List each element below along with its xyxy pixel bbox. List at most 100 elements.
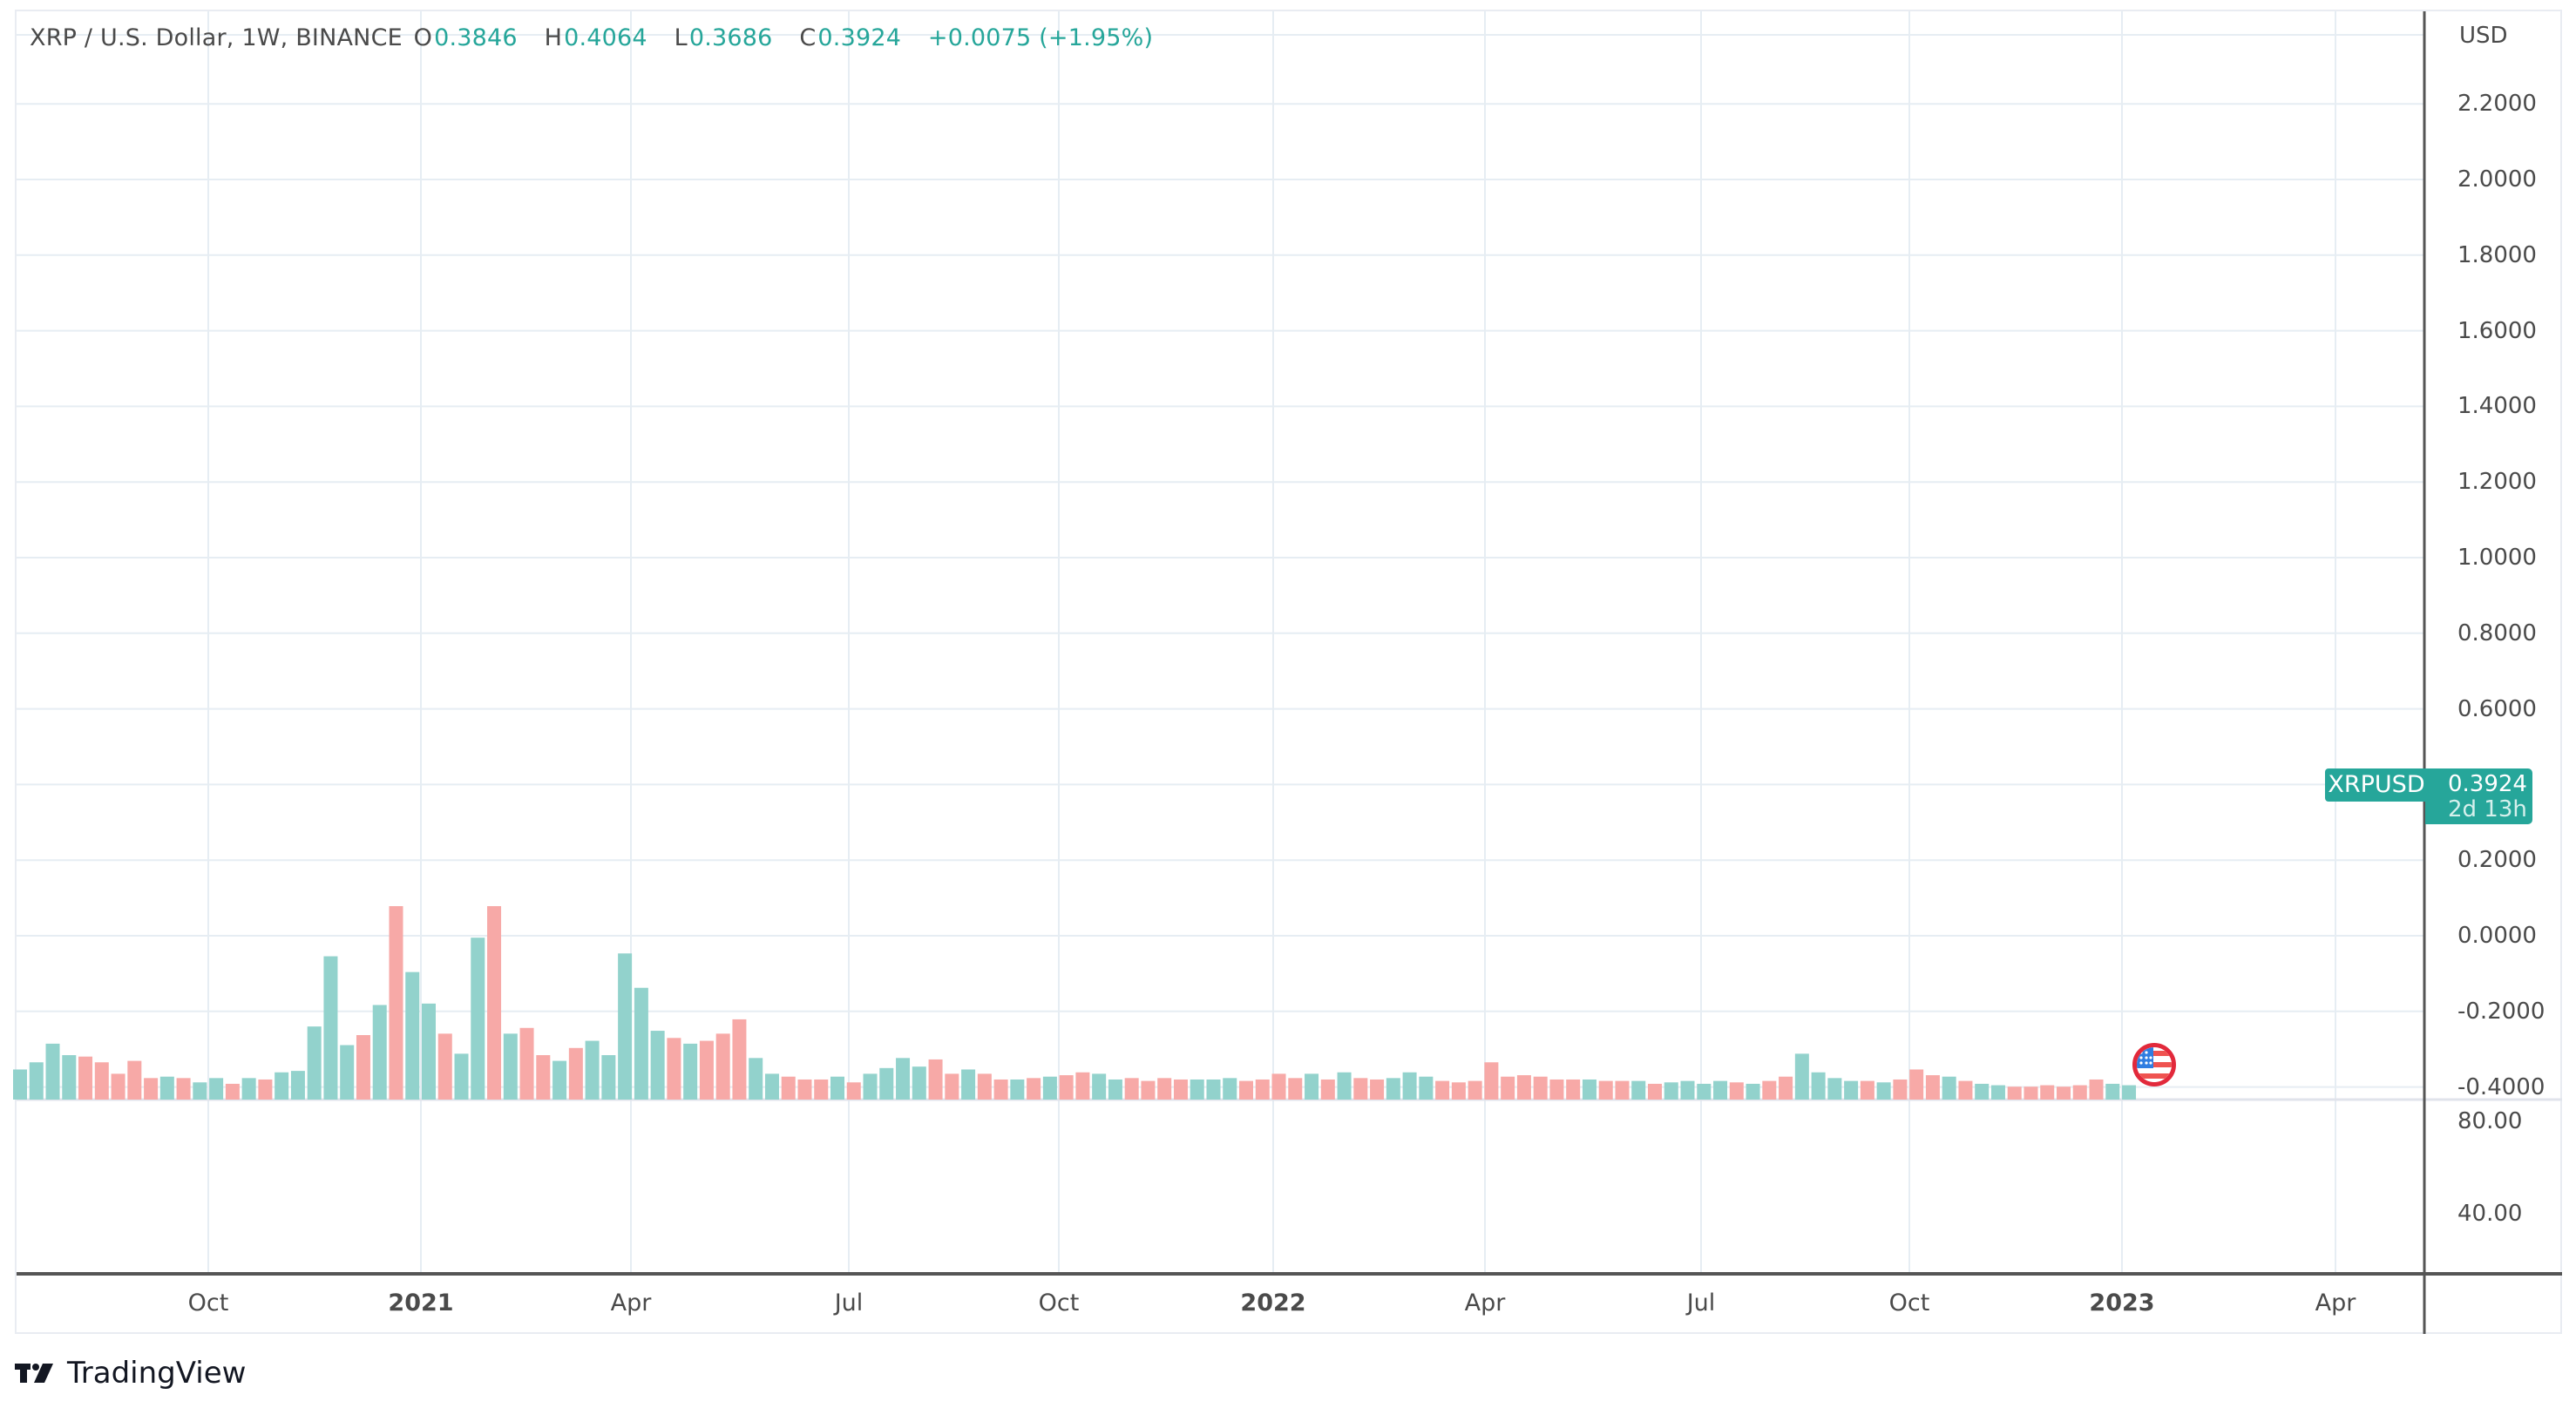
price-tick: -0.4000 <box>2457 1074 2545 1100</box>
volume-bar <box>1190 1079 1204 1100</box>
volume-bar <box>961 1069 976 1100</box>
volume-bar <box>797 1079 812 1100</box>
volume-bar <box>1206 1079 1221 1100</box>
volume-bar <box>814 1079 829 1100</box>
volume-bar <box>144 1078 159 1100</box>
volume-bar <box>1173 1079 1188 1100</box>
volume-bar <box>912 1066 926 1100</box>
volume-bar <box>977 1073 992 1100</box>
volume-bar <box>1255 1079 1270 1100</box>
volume-bar <box>1419 1076 1434 1100</box>
volume-bar <box>127 1060 142 1100</box>
volume-bar <box>1762 1080 1777 1100</box>
volume-bar <box>1141 1080 1156 1100</box>
price-tick: 1.0000 <box>2457 545 2537 571</box>
volume-bar <box>437 1033 452 1100</box>
volume-bar <box>764 1073 779 1100</box>
volume-bar <box>2040 1085 2055 1100</box>
volume-bar <box>193 1082 207 1100</box>
volume-bar <box>422 1003 436 1100</box>
volume-bar <box>1239 1080 1253 1100</box>
volume-bar <box>519 1027 534 1100</box>
volume-bar <box>2122 1085 2137 1100</box>
volume-bar <box>1876 1082 1891 1100</box>
volume-bar <box>1075 1072 1090 1100</box>
volume-bar <box>830 1076 844 1100</box>
time-tick: Jul <box>1686 1290 1716 1317</box>
volume-bar <box>1042 1076 1057 1100</box>
volume-bar <box>1305 1073 1319 1100</box>
volume-bar <box>13 1069 27 1100</box>
symbol-title[interactable]: XRP / U.S. Dollar, 1W, BINANCE <box>30 24 403 51</box>
volume-bar <box>1713 1080 1728 1100</box>
volume-bar <box>1124 1078 1139 1100</box>
volume-bar <box>1860 1080 1874 1100</box>
volume-bar <box>1566 1079 1581 1100</box>
volume-bar <box>928 1059 943 1100</box>
price-tick: 0.0000 <box>2457 923 2537 949</box>
volume-bar <box>1516 1075 1531 1100</box>
volume-bar <box>1729 1082 1744 1100</box>
volume-bar <box>1353 1078 1368 1100</box>
volume-bar <box>2024 1086 2038 1100</box>
volume-bar <box>1223 1078 1237 1100</box>
us-flag-icon[interactable] <box>2132 1043 2176 1086</box>
volume-bar <box>1844 1080 1859 1100</box>
volume-bar <box>1402 1072 1417 1100</box>
time-tick: Apr <box>2315 1290 2356 1317</box>
volume-bar <box>159 1076 174 1100</box>
volume-bar <box>307 1026 322 1100</box>
volume-bar <box>1271 1073 1286 1100</box>
volume-bar <box>176 1078 191 1100</box>
volume-bar <box>863 1073 878 1100</box>
volume-bar <box>715 1033 730 1100</box>
volume-bar <box>601 1055 616 1100</box>
price-tick: 2.0000 <box>2457 166 2537 193</box>
volume-bar <box>1631 1080 1646 1100</box>
volume-bar <box>568 1047 583 1100</box>
volume-bar <box>1942 1076 1956 1100</box>
volume-bar <box>487 906 502 1100</box>
price-tick: 2.2000 <box>2457 91 2537 117</box>
volume-bar <box>552 1060 567 1100</box>
price-tick: 1.4000 <box>2457 393 2537 419</box>
volume-bar <box>2089 1079 2104 1100</box>
volume-bar <box>699 1040 714 1100</box>
volume-bar <box>290 1071 305 1100</box>
volume-bar <box>111 1073 125 1100</box>
volume-bar <box>2057 1086 2071 1100</box>
volume-bar <box>732 1019 747 1100</box>
volume-bar <box>618 953 633 1100</box>
volume-bar <box>1794 1053 1809 1100</box>
volume-bar <box>1320 1079 1335 1100</box>
volume-bar <box>62 1055 77 1100</box>
volume-bar <box>2007 1086 2022 1100</box>
volume-bar <box>1909 1069 1924 1100</box>
time-tick: Jul <box>834 1290 864 1317</box>
volume-bar <box>1615 1080 1630 1100</box>
volume-bar <box>340 1045 355 1100</box>
currency-label[interactable]: USD <box>2459 23 2508 49</box>
volume-bar <box>683 1043 698 1100</box>
volume-bar <box>1680 1080 1695 1100</box>
chart-frame <box>15 10 2562 1334</box>
time-tick: 2021 <box>388 1290 454 1317</box>
symbol-price-tag: XRPUSD <box>2325 768 2428 802</box>
volume-bar <box>585 1040 600 1100</box>
volume-bar <box>1958 1080 1973 1100</box>
volume-bar <box>2072 1085 2087 1100</box>
time-tick: 2022 <box>1240 1290 1306 1317</box>
volume-bar <box>1582 1079 1596 1100</box>
price-tick: 1.8000 <box>2457 242 2537 268</box>
price-tick: 0.8000 <box>2457 620 2537 646</box>
volume-bar <box>1370 1079 1385 1100</box>
price-change: +0.0075 (+1.95%) <box>927 24 1154 51</box>
time-tick: Apr <box>1464 1290 1506 1317</box>
volume-bar <box>1549 1079 1564 1100</box>
volume-bar <box>1990 1085 2005 1100</box>
tradingview-logo[interactable]: TradingView <box>15 1356 246 1391</box>
volume-bar <box>1664 1082 1678 1100</box>
volume-bar <box>29 1062 44 1100</box>
volume-bar <box>225 1083 240 1100</box>
